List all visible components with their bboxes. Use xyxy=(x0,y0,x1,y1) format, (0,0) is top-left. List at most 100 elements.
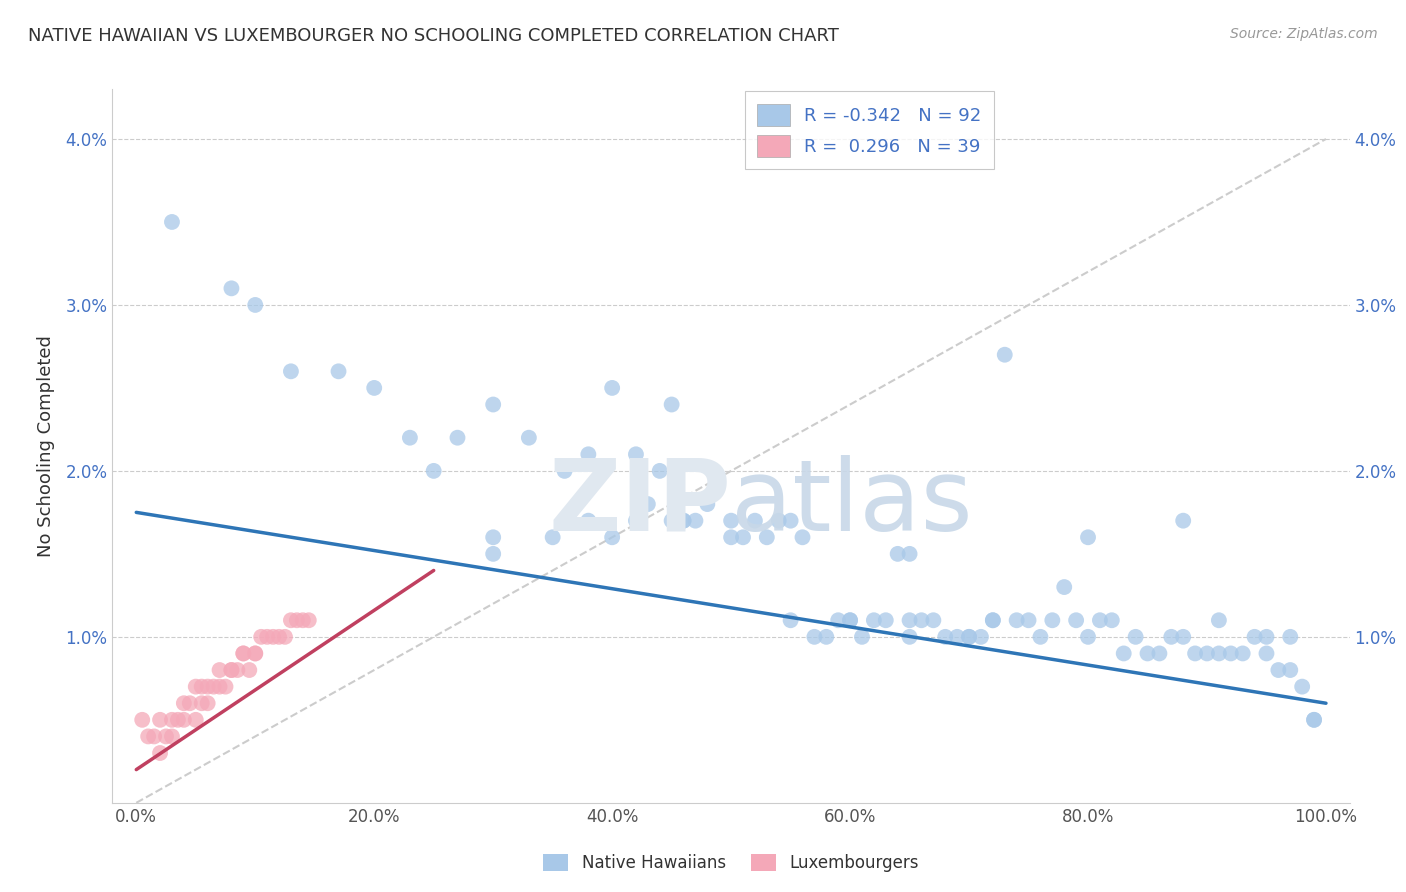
Point xyxy=(232,647,254,661)
Point xyxy=(720,530,742,544)
Point xyxy=(1256,630,1278,644)
Point xyxy=(696,497,718,511)
Point xyxy=(149,746,172,760)
Point xyxy=(922,613,945,627)
Point xyxy=(886,547,908,561)
Point xyxy=(160,215,183,229)
Point xyxy=(970,630,993,644)
Legend: Native Hawaiians, Luxembourgers: Native Hawaiians, Luxembourgers xyxy=(536,846,927,880)
Point xyxy=(624,447,647,461)
Point xyxy=(1088,613,1111,627)
Point xyxy=(1291,680,1313,694)
Point xyxy=(1219,647,1241,661)
Point xyxy=(600,381,623,395)
Point xyxy=(1064,613,1087,627)
Point xyxy=(232,647,254,661)
Point xyxy=(994,348,1017,362)
Point xyxy=(1303,713,1326,727)
Point xyxy=(851,630,873,644)
Text: Source: ZipAtlas.com: Source: ZipAtlas.com xyxy=(1230,27,1378,41)
Point xyxy=(221,663,243,677)
Point xyxy=(898,613,921,627)
Point xyxy=(280,364,302,378)
Point xyxy=(910,613,932,627)
Point xyxy=(167,713,190,727)
Point xyxy=(672,514,695,528)
Point xyxy=(1243,630,1265,644)
Point xyxy=(744,514,766,528)
Point xyxy=(875,613,897,627)
Point xyxy=(131,713,153,727)
Point xyxy=(1184,647,1206,661)
Point xyxy=(957,630,980,644)
Point xyxy=(262,630,284,644)
Point xyxy=(576,514,599,528)
Point xyxy=(267,630,290,644)
Point xyxy=(1112,647,1135,661)
Point xyxy=(541,530,564,544)
Point xyxy=(363,381,385,395)
Point xyxy=(1029,630,1052,644)
Point xyxy=(934,630,956,644)
Point xyxy=(298,613,321,627)
Text: ZIP: ZIP xyxy=(548,455,731,551)
Point xyxy=(226,663,249,677)
Point xyxy=(214,680,236,694)
Point xyxy=(1040,613,1063,627)
Point xyxy=(221,281,243,295)
Point xyxy=(285,613,308,627)
Point xyxy=(863,613,886,627)
Point xyxy=(160,713,183,727)
Point xyxy=(1149,647,1171,661)
Point xyxy=(1053,580,1076,594)
Point xyxy=(731,530,754,544)
Point xyxy=(482,530,505,544)
Point xyxy=(197,680,219,694)
Point xyxy=(1160,630,1182,644)
Point xyxy=(184,680,207,694)
Point xyxy=(245,647,267,661)
Point xyxy=(328,364,350,378)
Point xyxy=(898,630,921,644)
Point xyxy=(946,630,969,644)
Point xyxy=(202,680,225,694)
Point xyxy=(221,663,243,677)
Point xyxy=(779,613,801,627)
Point xyxy=(981,613,1004,627)
Point xyxy=(1173,630,1195,644)
Point xyxy=(160,730,183,744)
Point xyxy=(149,713,172,727)
Point xyxy=(245,298,267,312)
Point xyxy=(755,530,778,544)
Point xyxy=(839,613,862,627)
Point xyxy=(803,630,825,644)
Point xyxy=(291,613,314,627)
Point xyxy=(256,630,278,644)
Point xyxy=(179,696,201,710)
Point xyxy=(1125,630,1147,644)
Point xyxy=(482,397,505,411)
Point xyxy=(1195,647,1218,661)
Point xyxy=(1208,647,1230,661)
Point xyxy=(245,647,267,661)
Point xyxy=(1232,647,1254,661)
Point xyxy=(661,397,683,411)
Point xyxy=(250,630,273,644)
Point xyxy=(184,713,207,727)
Point xyxy=(1303,713,1326,727)
Point xyxy=(173,713,195,727)
Text: NATIVE HAWAIIAN VS LUXEMBOURGER NO SCHOOLING COMPLETED CORRELATION CHART: NATIVE HAWAIIAN VS LUXEMBOURGER NO SCHOO… xyxy=(28,27,839,45)
Point xyxy=(957,630,980,644)
Point xyxy=(1005,613,1028,627)
Point xyxy=(155,730,177,744)
Point xyxy=(197,696,219,710)
Point xyxy=(190,680,212,694)
Point xyxy=(839,613,862,627)
Point xyxy=(720,514,742,528)
Point xyxy=(422,464,444,478)
Point xyxy=(136,730,159,744)
Point xyxy=(898,547,921,561)
Point xyxy=(274,630,297,644)
Point xyxy=(600,530,623,544)
Point xyxy=(238,663,260,677)
